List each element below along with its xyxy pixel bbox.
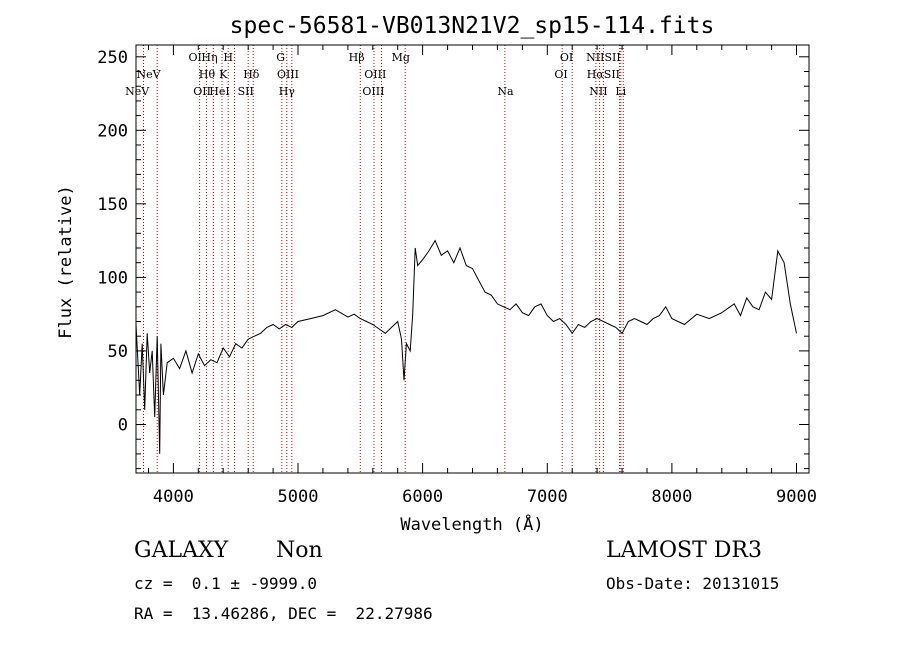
y-axis-label: Flux (relative) (56, 185, 76, 339)
line-label-9: SII (238, 85, 254, 98)
x-tick-label-9000: 9000 (776, 487, 817, 507)
line-label-11: G (276, 51, 285, 64)
survey-name: LAMOST DR3 (606, 538, 762, 563)
line-label-21: NIISII (586, 51, 621, 64)
obs-date-line: Obs-Date: 20131015 (606, 574, 780, 593)
line-label-19: OI (560, 51, 573, 64)
x-axis-ticks: 4000 5000 6000 7000 8000 9000 (148, 45, 817, 507)
line-label-10: Hδ (243, 68, 260, 81)
line-label-5: Hη (201, 51, 217, 64)
line-label-3: Hθ (199, 68, 216, 81)
line-label-7: K (219, 68, 228, 81)
line-label-4: OI (189, 51, 202, 64)
line-label-14: Hβ (349, 51, 365, 64)
y-axis-ticks: 0 50 100 150 200 250 (97, 48, 809, 470)
y-tick-label-150: 150 (97, 195, 128, 215)
y-tick-label-250: 250 (97, 48, 128, 68)
line-markers (143, 45, 624, 473)
line-label-8: H (223, 51, 233, 64)
object-class: GALAXY (134, 538, 229, 563)
spectrum-series-line (135, 239, 797, 454)
line-label-13: Hγ (279, 85, 296, 98)
line-label-18: Na (497, 85, 514, 98)
line-label-2: OII (193, 85, 211, 98)
line-label-16: OIII (362, 85, 384, 98)
line-label-22: HαSII (587, 68, 620, 81)
x-tick-label-7000: 7000 (527, 487, 568, 507)
y-tick-label-0: 0 (118, 416, 128, 436)
line-label-12: OIII (277, 68, 299, 81)
line-label-23: NII (589, 85, 607, 98)
y-tick-label-50: 50 (108, 342, 128, 362)
x-tick-label-8000: 8000 (651, 487, 692, 507)
line-label-1: NeV (136, 68, 161, 81)
line-label-6: HeI (209, 85, 229, 98)
line-label-0: NeV (125, 85, 150, 98)
plot-frame (135, 44, 810, 474)
coordinates-line: RA = 13.46286, DEC = 22.27986 (134, 604, 433, 623)
x-tick-label-6000: 6000 (402, 487, 443, 507)
y-tick-label-200: 200 (97, 121, 128, 141)
line-label-17: Mg (392, 51, 410, 64)
object-subclass: Non (276, 538, 323, 563)
line-label-24: Li (615, 85, 626, 98)
line-label-15: OIII (364, 68, 386, 81)
x-tick-label-4000: 4000 (153, 487, 194, 507)
x-axis-label: Wavelength (Å) (400, 513, 543, 535)
y-tick-label-100: 100 (97, 268, 128, 288)
x-tick-label-5000: 5000 (278, 487, 319, 507)
chart-title: spec-56581-VB013N21V2_sp15-114.fits (230, 13, 715, 39)
line-label-20: OI (554, 68, 567, 81)
redshift-line: cz = 0.1 ± -9999.0 (134, 574, 318, 593)
